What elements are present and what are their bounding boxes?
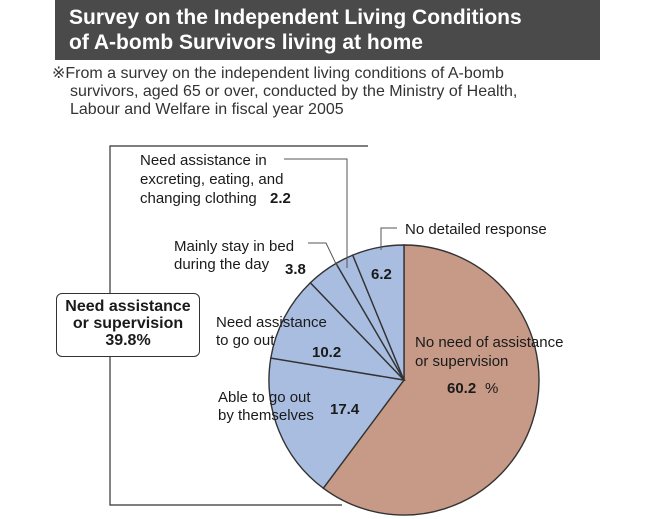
leader-line-no-detailed-response	[380, 227, 397, 250]
slice-label-need-assistance-to-go-out-line-2: to go out	[216, 332, 275, 349]
chart-title-line-2: of A-bomb Survivors living at home	[69, 31, 423, 54]
slice-label-no-detailed-response-line-1: No detailed response	[405, 221, 547, 238]
slice-labels: No need of assistance or supervision 60.2%…	[140, 152, 563, 424]
pie-slice-able-to-go-out-by-themselves	[268, 357, 406, 490]
chart-title: Survey on the Independent Living Conditi…	[55, 0, 600, 60]
slice-label-mainly-stay-in-bed-during-the-day-line-1: Mainly stay in bed	[174, 238, 294, 255]
slice-value-mainly-stay-in-bed-during-the-day: 3.8	[285, 261, 306, 278]
group-label-line-1: Need assistance	[65, 298, 191, 315]
pie-slice-need-assistance-to-go-out	[269, 281, 406, 382]
slice-label-able-to-go-out-by-themselves-line-2: by themselves	[218, 407, 314, 424]
slice-value-need-assistance-to-go-out: 10.2	[312, 344, 341, 361]
slice-label-able-to-go-out-by-themselves-line-1: Able to go out	[218, 389, 311, 406]
group-unit: %	[136, 332, 151, 349]
slice-label-need-assistance-in-excreting-eating-and-changing-clothing-line-1: Need assistance in	[140, 152, 267, 169]
group-label-box: Need assistance or supervision 39.8%	[56, 293, 200, 357]
group-label-line-2: or supervision	[72, 315, 184, 332]
slice-label-need-assistance-in-excreting-eating-and-changing-clothing-line-3: changing clothing	[140, 190, 257, 207]
note-line-1: ※From a survey on the independent living…	[52, 65, 504, 82]
slice-label-need-assistance-to-go-out-line-1: Need assistance	[216, 314, 327, 331]
group-value: 39.8	[105, 332, 137, 349]
note-line-2: survivors, aged 65 or over, conducted by…	[70, 83, 518, 100]
slice-label-no-need-of-assistance-or-supervision-line-1: No need of assistance	[415, 334, 563, 351]
note-line-3: Labour and Welfare in fiscal year 2005	[70, 101, 344, 118]
pie-slice-no-need-of-assistance-or-supervision	[322, 244, 540, 516]
leader-line-mainly-stay-in-bed-during-the-day	[308, 242, 339, 269]
survey-note: ※From a survey on the independent living…	[52, 65, 612, 119]
slice-label-no-need-of-assistance-or-supervision-line-2: or supervision	[415, 353, 508, 370]
slice-label-need-assistance-in-excreting-eating-and-changing-clothing-line-2: excreting, eating, and	[140, 171, 283, 188]
leader-line-need-assistance-in-excreting-eating-and-changing-clothing	[284, 158, 348, 268]
pie-slices	[268, 244, 540, 516]
slice-value-no-detailed-response: 6.2	[371, 266, 392, 283]
slice-unit-no-need-of-assistance-or-supervision: %	[485, 380, 498, 397]
leader-lines	[284, 158, 397, 269]
pie-slice-no-detailed-response	[351, 244, 405, 381]
slice-value-able-to-go-out-by-themselves: 17.4	[330, 401, 360, 418]
slice-label-mainly-stay-in-bed-during-the-day-line-2: during the day	[174, 256, 270, 273]
slice-value-no-need-of-assistance-or-supervision: 60.2	[447, 380, 476, 397]
slice-value-need-assistance-in-excreting-eating-and-changing-clothing: 2.2	[270, 190, 291, 207]
chart-title-line-1: Survey on the Independent Living Conditi…	[69, 6, 522, 29]
